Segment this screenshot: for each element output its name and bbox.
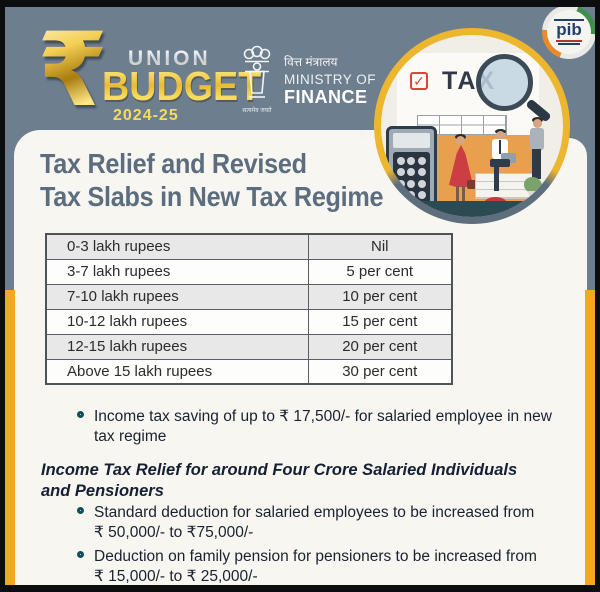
pib-label: pib xyxy=(554,19,584,39)
family-pension-bullet: Deduction on family pension for pensione… xyxy=(77,547,539,585)
woman-figure-right xyxy=(528,117,550,203)
slab-cell: 12-15 lakh rupees xyxy=(45,333,309,360)
rate-cell: 5 per cent xyxy=(307,258,453,285)
slab-cell: Above 15 lakh rupees xyxy=(45,358,309,385)
slab-cell: 10-12 lakh rupees xyxy=(45,308,309,335)
ministry-name-line1: MINISTRY OF xyxy=(284,72,377,87)
relief-heading: Income Tax Relief for around Four Crore … xyxy=(41,461,518,500)
table-row: 12-15 lakh rupees 20 per cent xyxy=(45,333,453,360)
rate-cell: Nil xyxy=(307,233,453,260)
standard-deduction-text: Standard deduction for salaried employee… xyxy=(94,504,535,542)
calculator-icon xyxy=(386,126,437,210)
page-title-line2: Tax Slabs in New Tax Regime xyxy=(40,181,384,213)
rate-cell: 30 per cent xyxy=(307,358,453,385)
infographic-canvas: ₹ UNION BUDGET 2024-25 सत्यमेव जयते वित्… xyxy=(5,7,595,585)
bullet-dot-icon xyxy=(77,507,84,514)
checkbox-icon: ✓ xyxy=(410,72,428,90)
plant-icon xyxy=(524,177,542,193)
table-row: Above 15 lakh rupees 30 per cent xyxy=(45,358,453,385)
rate-cell: 10 per cent xyxy=(307,283,453,310)
left-accent-bar xyxy=(5,290,15,585)
page-title: Tax Relief and Revised Tax Slabs in New … xyxy=(40,147,384,213)
budget-label: BUDGET xyxy=(102,63,262,109)
ministry-name-hindi: वित्त मंत्रालय xyxy=(284,55,338,69)
rupee-logo-icon: ₹ xyxy=(37,11,108,130)
slab-cell: 3-7 lakh rupees xyxy=(45,258,309,285)
ashoka-emblem-icon: सत्यमेव जयते xyxy=(238,45,276,114)
man-figure xyxy=(484,129,518,201)
tax-illustration-inner: ✓ TAX xyxy=(381,35,563,217)
table-row: 7-10 lakh rupees 10 per cent xyxy=(45,283,453,310)
magnifier-icon xyxy=(476,54,533,111)
bullet-dot-icon xyxy=(77,411,84,418)
budget-year-label: 2024-25 xyxy=(113,107,179,124)
table-row: 10-12 lakh rupees 15 per cent xyxy=(45,308,453,335)
union-label: UNION xyxy=(128,47,211,70)
standard-deduction-bullet: Standard deduction for salaried employee… xyxy=(77,503,539,544)
slab-cell: 7-10 lakh rupees xyxy=(45,283,309,310)
ministry-of-finance-block: सत्यमेव जयते वित्त मंत्रालय MINISTRY OF … xyxy=(238,45,376,114)
table-row: 0-3 lakh rupees Nil xyxy=(45,233,453,260)
tax-illustration: ✓ TAX xyxy=(374,28,570,224)
saving-bullet: Income tax saving of up to ₹ 17,500/- fo… xyxy=(77,407,569,448)
ministry-name-line2: FINANCE xyxy=(284,87,368,107)
saving-bullet-text: Income tax saving of up to ₹ 17,500/- fo… xyxy=(94,408,552,446)
pib-logo: pib xyxy=(541,7,595,60)
bullet-dot-icon xyxy=(77,551,84,558)
page-title-line1: Tax Relief and Revised xyxy=(40,148,307,179)
plant-pot xyxy=(528,191,539,200)
rate-cell: 15 per cent xyxy=(307,308,453,335)
woman-figure xyxy=(447,134,478,202)
rate-cell: 20 per cent xyxy=(307,333,453,360)
right-accent-bar xyxy=(585,290,595,585)
slab-cell: 0-3 lakh rupees xyxy=(45,233,309,260)
tax-slab-table: 0-3 lakh rupees Nil 3-7 lakh rupees 5 pe… xyxy=(45,233,453,385)
table-row: 3-7 lakh rupees 5 per cent xyxy=(45,258,453,285)
family-pension-text: Deduction on family pension for pensione… xyxy=(94,548,537,585)
pib-disc: pib xyxy=(547,10,591,54)
floor-band xyxy=(381,201,563,217)
emblem-motto: सत्यमेव जयते xyxy=(242,108,272,114)
